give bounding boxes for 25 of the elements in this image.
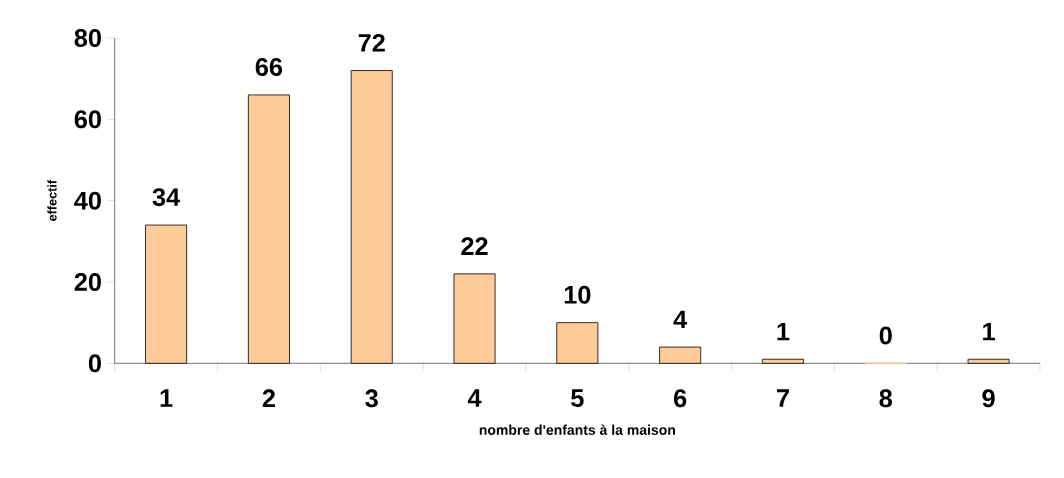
x-tick-label: 5 (571, 389, 584, 408)
x-tick-label: 3 (365, 389, 378, 408)
x-axis-title: nombre d'enfants à la maison (479, 424, 675, 435)
x-tick-label: 4 (467, 389, 482, 407)
y-tick-label: 40 (74, 191, 101, 210)
y-tick-label: 20 (74, 273, 101, 291)
x-tick-label: 6 (674, 389, 687, 408)
data-label: 0 (879, 326, 892, 345)
data-label: 1 (983, 322, 995, 341)
x-tick-label: 8 (879, 389, 893, 408)
y-tick-label: 0 (88, 354, 101, 373)
data-label: 72 (358, 33, 385, 52)
data-label: 22 (461, 237, 488, 255)
y-axis-title: effectif (47, 179, 57, 221)
data-label: 66 (255, 58, 283, 76)
y-tick-label: 60 (74, 110, 101, 129)
y-tick-label: 80 (74, 29, 101, 47)
data-label: 1 (777, 322, 790, 341)
data-label: 34 (152, 188, 181, 207)
data-label: 4 (673, 310, 688, 329)
x-tick-label: 2 (262, 389, 275, 408)
data-label: 10 (564, 285, 591, 304)
x-tick-label: 1 (160, 389, 173, 407)
x-tick-label: 7 (777, 389, 789, 407)
x-tick-label: 9 (982, 389, 995, 408)
